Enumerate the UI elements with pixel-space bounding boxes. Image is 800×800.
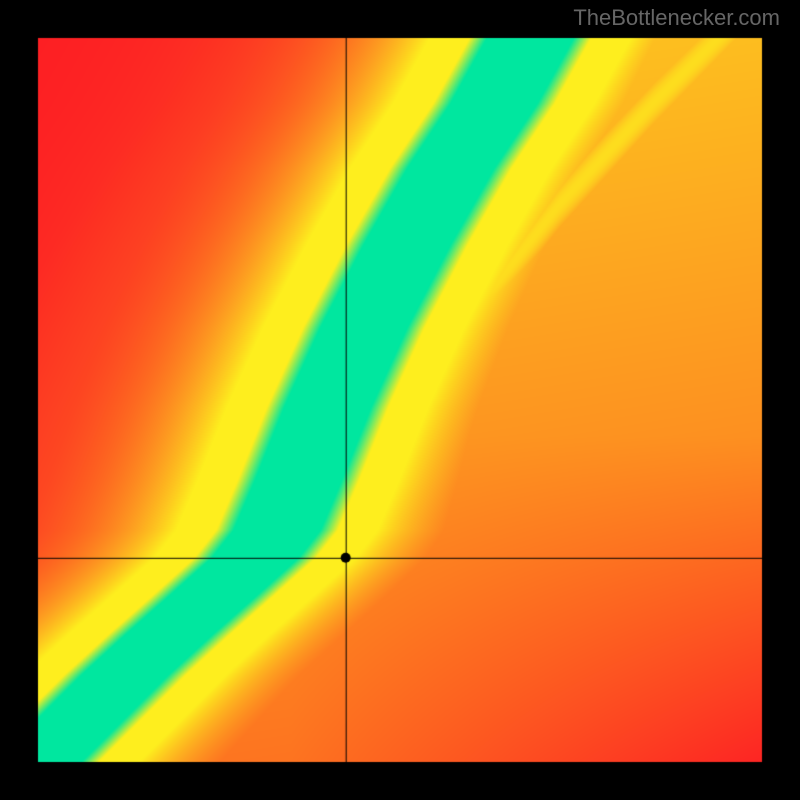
heatmap-canvas <box>0 0 800 800</box>
chart-container: TheBottlenecker.com <box>0 0 800 800</box>
watermark-text: TheBottlenecker.com <box>573 5 780 31</box>
